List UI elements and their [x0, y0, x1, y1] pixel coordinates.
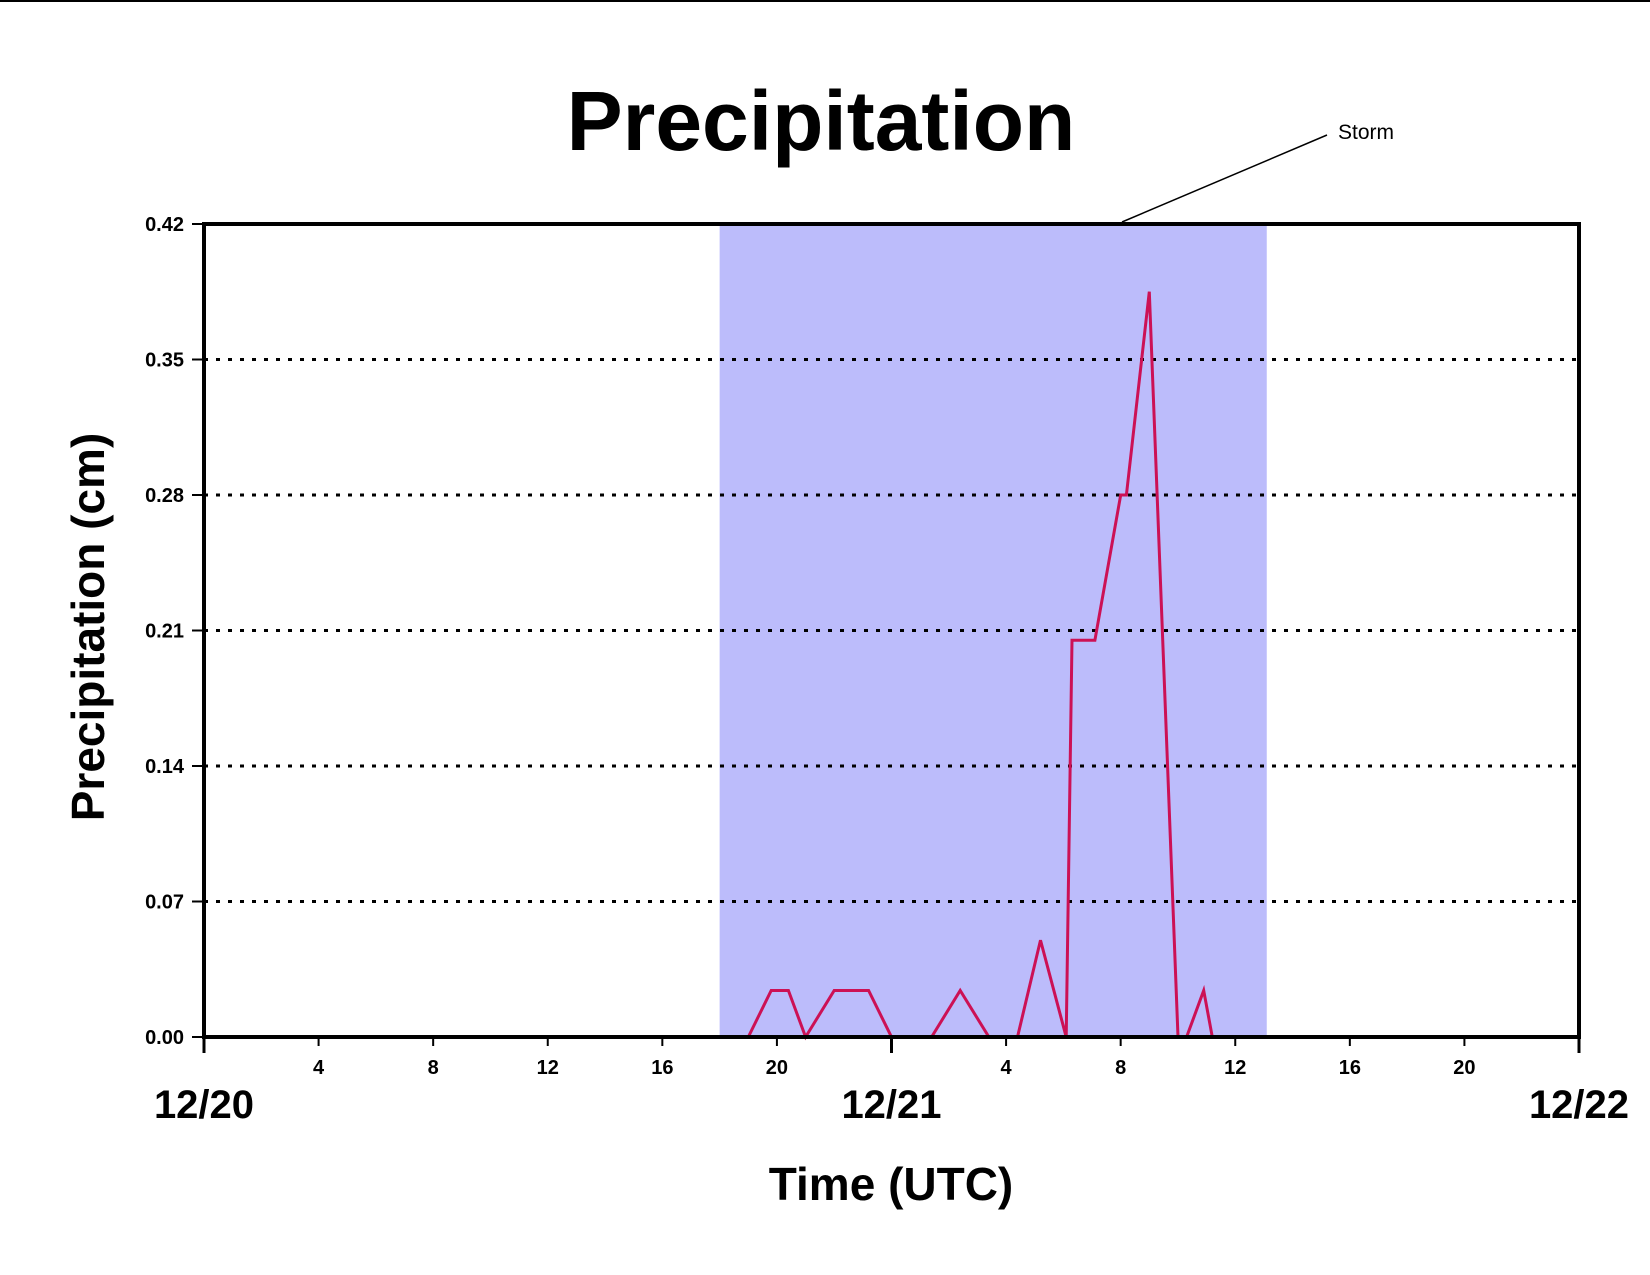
storm-annotation-leader	[1121, 134, 1328, 223]
storm-annotation-label: Storm	[1338, 121, 1394, 144]
x-tick-label: 4	[313, 1057, 325, 1079]
storm-band	[719, 224, 1267, 1037]
y-tick-label: 0.07	[145, 892, 184, 914]
x-tick-label: 4	[1001, 1057, 1013, 1079]
y-tick-label: 0.28	[145, 485, 184, 507]
day-label: 12/21	[841, 1083, 941, 1127]
x-tick-label: 8	[1115, 1057, 1126, 1079]
x-tick-label: 16	[1339, 1057, 1361, 1079]
top-rule	[0, 0, 1650, 2]
x-axis-label: Time (UTC)	[769, 1158, 1014, 1210]
day-label: 12/22	[1529, 1083, 1629, 1127]
x-tick-label: 20	[766, 1057, 788, 1079]
x-tick-label: 12	[1224, 1057, 1246, 1079]
y-axis-label: Precipitation (cm)	[62, 433, 114, 822]
chart-title: Precipitation	[567, 74, 1076, 168]
y-tick-label: 0.00	[145, 1027, 184, 1049]
y-tick-label: 0.14	[145, 756, 185, 778]
day-label: 12/20	[154, 1083, 254, 1127]
x-tick-label: 8	[428, 1057, 439, 1079]
y-tick-label: 0.21	[145, 621, 184, 643]
y-axis-ticks: 0.00 0.07 0.14 0.21 0.28 0.35 0.42	[145, 214, 204, 1049]
x-tick-label: 20	[1453, 1057, 1475, 1079]
x-tick-label: 12	[537, 1057, 559, 1079]
y-tick-label: 0.35	[145, 350, 184, 372]
gridlines	[204, 358, 1579, 903]
day-labels: 12/20 12/21 12/22	[154, 1037, 1629, 1127]
y-tick-label: 0.42	[145, 214, 184, 236]
x-axis-ticks: 4 8 12 16 20 4 8 12 16 20	[313, 1037, 1476, 1079]
x-tick-label: 16	[651, 1057, 673, 1079]
